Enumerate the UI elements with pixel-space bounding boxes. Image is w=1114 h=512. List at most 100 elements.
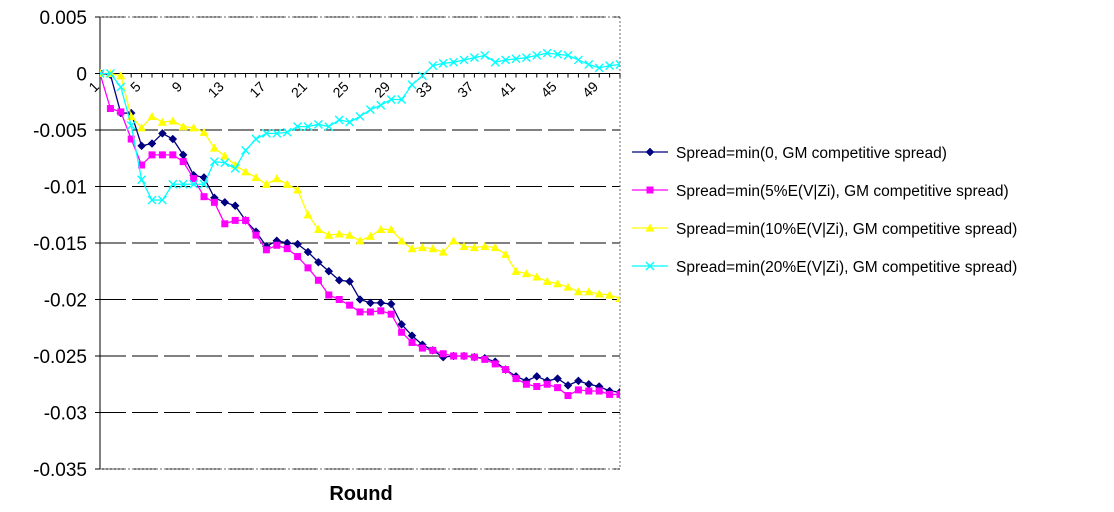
- y-tick-label-8: -0.035: [33, 460, 87, 481]
- series-1-point-29: [398, 328, 406, 336]
- series-2-point-43: [542, 276, 552, 286]
- series-1-point-5: [148, 151, 156, 159]
- series-1-point-11: [210, 198, 218, 206]
- series-0-point-8: [178, 150, 188, 160]
- x-tick-label-12: 49: [579, 78, 601, 100]
- series-3-point-17: [272, 128, 282, 138]
- series-1-point-26: [366, 308, 374, 316]
- series-1-point-7: [169, 151, 177, 159]
- series-2-point-28: [386, 224, 396, 234]
- series-1-point-23: [335, 296, 343, 303]
- legend-entry-3: Spread=min(20%E(V|Zi), GM competitive sp…: [632, 259, 1017, 276]
- series-1-point-43: [543, 380, 551, 388]
- series-3-point-44: [553, 49, 563, 59]
- series-1-point-28: [387, 310, 395, 318]
- series-2-point-22: [324, 230, 334, 239]
- legend-swatch-marker-1: [646, 186, 654, 194]
- series-3-point-39: [501, 55, 511, 65]
- series-2-point-14: [241, 167, 251, 176]
- series-1-point-45: [564, 392, 572, 400]
- series-2-point-8: [178, 122, 188, 131]
- x-tick-label-10: 41: [496, 78, 518, 100]
- series-2-point-37: [480, 241, 490, 250]
- series-3-point-21: [313, 119, 323, 129]
- series-3-point-23: [334, 115, 344, 125]
- series-3-point-0: [100, 69, 105, 78]
- legend-swatch-marker-2: [645, 223, 655, 232]
- series-3-point-18: [282, 127, 292, 137]
- series-1-point-1: [106, 105, 114, 113]
- series-3-point-2: [116, 82, 126, 92]
- series-1-point-49: [606, 390, 614, 398]
- series-0-point-4: [137, 141, 146, 151]
- series-1-point-48: [595, 387, 603, 395]
- series-3-point-47: [584, 59, 594, 69]
- series-0-point-26: [366, 298, 375, 308]
- series-2-point-5: [147, 111, 157, 121]
- series-1-point-3: [127, 135, 135, 143]
- series-1-point-41: [522, 380, 530, 388]
- series-1-point-35: [460, 352, 468, 360]
- x-tick-label-6: 25: [329, 78, 351, 100]
- series-2-point-6: [157, 117, 167, 126]
- series-3-point-45: [563, 50, 573, 60]
- series-1-point-39: [502, 366, 510, 374]
- series-2-point-17: [272, 174, 282, 183]
- x-tick-label-11: 45: [537, 78, 559, 100]
- series-0-point-6: [158, 129, 167, 138]
- series-1-point-37: [481, 355, 489, 363]
- series-1-point-21: [314, 276, 322, 284]
- series-3-point-3: [126, 120, 136, 130]
- series-line-0: [100, 72, 620, 393]
- series-3-point-38: [490, 57, 500, 67]
- series-0-point-46: [574, 376, 583, 386]
- series-1-point-12: [221, 220, 229, 228]
- series-3-point-5: [147, 195, 157, 205]
- series-2-point-40: [511, 266, 521, 275]
- series-3-point-35: [459, 55, 469, 65]
- series-3-point-30: [407, 80, 417, 90]
- series-1-point-38: [491, 360, 499, 368]
- series-2-point-19: [293, 185, 303, 194]
- x-tick-label-4: 17: [246, 78, 268, 100]
- series-3-point-43: [542, 48, 552, 58]
- series-1-point-16: [262, 246, 270, 254]
- series-2-point-20: [303, 210, 313, 219]
- series-2-point-46: [573, 287, 583, 296]
- series-3-point-12: [220, 158, 230, 168]
- series-2-point-33: [438, 247, 448, 256]
- series-0-point-44: [553, 374, 562, 383]
- series-3-point-16: [261, 128, 271, 138]
- series-3-point-8: [178, 179, 188, 189]
- x-tick-label-5: 21: [288, 78, 310, 100]
- series-1-point-27: [377, 307, 385, 315]
- legend-entry-2: Spread=min(10%E(V|Zi), GM competitive sp…: [632, 221, 1017, 238]
- y-tick-label-6: -0.025: [33, 347, 87, 368]
- series-1-point-44: [554, 384, 562, 392]
- series-2-point-11: [209, 143, 219, 152]
- series-3-point-27: [376, 100, 386, 110]
- series-1-point-10: [200, 193, 208, 201]
- series-3-point-20: [303, 122, 313, 132]
- series-3-point-37: [480, 50, 490, 60]
- series-1-point-8: [179, 158, 187, 166]
- legend-label-0: Spread=min(0, GM competitive spread): [676, 145, 947, 162]
- series-0-point-47: [584, 379, 594, 389]
- series-1-point-18: [283, 245, 291, 253]
- series-3-point-32: [428, 61, 438, 71]
- series-3-point-26: [365, 105, 375, 115]
- series-3-point-4: [137, 175, 147, 185]
- series-1-point-22: [325, 291, 333, 299]
- series-1-point-9: [190, 175, 198, 183]
- y-tick-label-0: 0.005: [39, 8, 87, 29]
- legend-entry-0: Spread=min(0, GM competitive spread): [632, 145, 947, 162]
- series-0-point-5: [147, 139, 157, 148]
- series-0-point-24: [345, 277, 354, 286]
- series-3-point-29: [397, 94, 407, 104]
- series-2-point-23: [334, 229, 344, 238]
- series-2-point-30: [407, 244, 417, 253]
- series-2-point-44: [553, 279, 563, 288]
- series-2-point-41: [521, 269, 531, 278]
